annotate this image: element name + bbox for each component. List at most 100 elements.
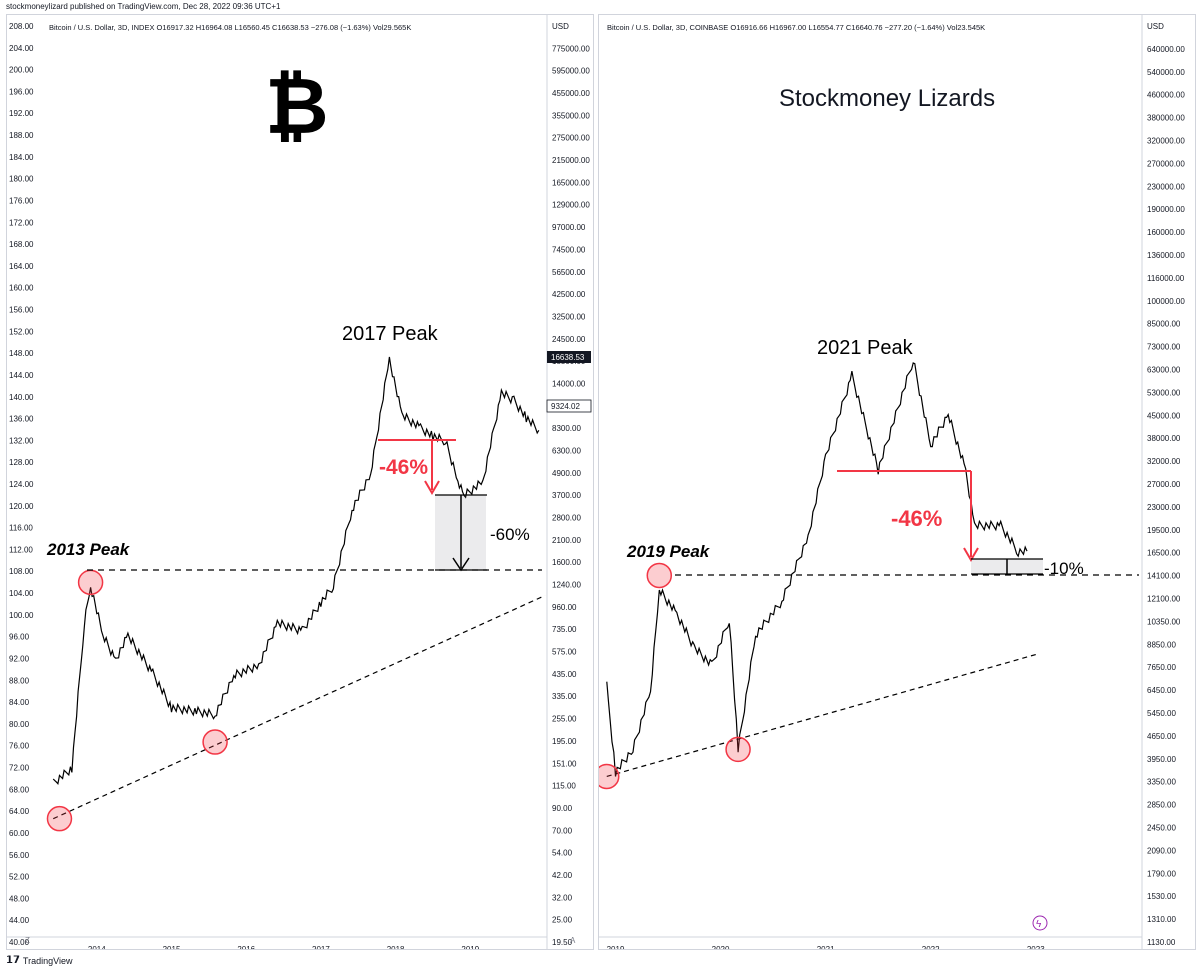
left-axis-tick: 152.00 — [9, 327, 34, 336]
left-axis-tick: 112.00 — [9, 545, 33, 554]
x-axis-tick: 2022 — [922, 945, 940, 949]
left-axis-tick: 140.00 — [9, 393, 34, 402]
left-axis-tick: 184.00 — [9, 153, 34, 162]
right-axis-tick: 27000.00 — [1147, 480, 1181, 489]
right-axis-tick: 1130.00 — [1147, 938, 1176, 947]
right-axis-tick: 16500.00 — [1147, 549, 1181, 558]
left-chart[interactable]: USD 775000.00 595000.00 455000.00 355000.00 2… — [7, 15, 593, 949]
left-chart-panel[interactable]: Bitcoin / U.S. Dollar, 3D, INDEX O16917.… — [6, 14, 594, 950]
left-axis-tick: 172.00 — [9, 218, 34, 227]
left-axis-tick: 116.00 — [9, 524, 33, 533]
right-axis-tick: 3700.00 — [552, 491, 581, 500]
right-axis-tick: 2800.00 — [552, 514, 581, 523]
right-axis-tick: 6450.00 — [1147, 686, 1176, 695]
right-axis-tick: 1790.00 — [1147, 869, 1176, 878]
right-axis-tick: USD — [552, 22, 569, 31]
right-axis-tick: 3950.00 — [1147, 755, 1176, 764]
lightning-glyph: ϟ — [1036, 919, 1042, 930]
right-axis-tick: 56500.00 — [552, 268, 586, 277]
right-axis-tick: 14100.00 — [1147, 572, 1181, 581]
x-axis-tick: 2015 — [163, 945, 181, 949]
drop-arrow-head — [963, 547, 979, 562]
right-axis-tick: 2850.00 — [1147, 801, 1176, 810]
marker-price-box — [546, 399, 592, 413]
right-axis-tick: 14000.00 — [552, 379, 586, 388]
right-chart[interactable]: USD 640000.00 540000.00 460000.00 380000.00 3… — [599, 15, 1195, 949]
left-axis-tick: 40.00 — [9, 938, 30, 947]
left-axis-tick: 52.00 — [9, 873, 30, 882]
right-axis-tick: 575.00 — [552, 648, 577, 657]
pivot-circle — [46, 805, 73, 832]
pivot-circle — [646, 562, 673, 589]
right-axis-tick: 4900.00 — [552, 469, 581, 478]
right-axis-tick: 255.00 — [552, 715, 577, 724]
right-axis-tick: 151.00 — [552, 759, 577, 768]
right-chart-panel[interactable]: Bitcoin / U.S. Dollar, 3D, COINBASE O169… — [598, 14, 1196, 950]
left-axis-tick: 68.00 — [9, 785, 30, 794]
bitcoin-logo-icon: ₿ — [265, 62, 329, 150]
right-axis-tick: 960.00 — [552, 603, 577, 612]
right-axis-tick: 115.00 — [552, 782, 576, 791]
drop-label-46: -46% — [891, 506, 942, 531]
right-axis-tick: 73000.00 — [1147, 343, 1181, 352]
peak-label-2013: 2013 Peak — [46, 540, 131, 559]
left-ohlc-legend: Bitcoin / U.S. Dollar, 3D, INDEX O16917.… — [49, 23, 412, 32]
right-axis-tick: 335.00 — [552, 692, 577, 701]
support-trendline — [52, 594, 546, 820]
support-trendline — [606, 653, 1036, 778]
footer[interactable]: 𝟭𝟳 TradingView — [6, 955, 72, 966]
right-axis-tick: 23000.00 — [1147, 503, 1181, 512]
left-axis-tick: 64.00 — [9, 807, 30, 816]
right-axis-tick: 70.00 — [552, 826, 573, 835]
right-axis-tick: 320000.00 — [1147, 137, 1185, 146]
x-axis-tick: 2019 — [607, 945, 625, 949]
axis-corner-right: A — [570, 936, 576, 945]
right-axis-tick: 1530.00 — [1147, 892, 1176, 901]
right-axis-tick: 735.00 — [552, 625, 577, 634]
left-axis-tick: 156.00 — [9, 306, 34, 315]
right-axis-tick: 136000.00 — [1147, 251, 1185, 260]
right-axis-tick: 230000.00 — [1147, 182, 1185, 191]
right-axis-tick: 640000.00 — [1147, 45, 1185, 54]
right-axis-tick: 116000.00 — [1147, 274, 1185, 283]
drop-arrow-head — [424, 480, 440, 495]
left-axis-tick: 72.00 — [9, 764, 30, 773]
right-axis-tick: 42500.00 — [552, 290, 586, 299]
right-axis-tick: 5450.00 — [1147, 709, 1176, 718]
left-axis-tick: 192.00 — [9, 109, 34, 118]
left-axis-tick: 188.00 — [9, 131, 34, 140]
right-axis-tick: 270000.00 — [1147, 159, 1185, 168]
left-axis-tick: 132.00 — [9, 436, 34, 445]
right-axis-tick: 19.50 — [552, 938, 573, 947]
right-axis-tick: 100000.00 — [1147, 297, 1185, 306]
right-axis-tick: USD — [1147, 22, 1164, 31]
right-axis-tick: 165000.00 — [552, 178, 590, 187]
tradingview-logo-icon: 𝟭𝟳 — [6, 955, 20, 966]
left-axis-tick: 164.00 — [9, 262, 34, 271]
drop-label-10: -10% — [1044, 559, 1084, 578]
right-axis-tick: 32000.00 — [1147, 457, 1181, 466]
footer-brand: TradingView — [22, 955, 73, 966]
range-arrow-head — [452, 557, 470, 572]
drop-label-46: -46% — [379, 456, 428, 479]
right-axis-tick: 355000.00 — [552, 111, 590, 120]
left-axis-tick: 48.00 — [9, 894, 30, 903]
last-price-box — [547, 351, 591, 363]
right-axis-tick: 435.00 — [552, 670, 577, 679]
right-axis-tick: 1600.00 — [552, 558, 581, 567]
right-axis-tick: 10350.00 — [1147, 617, 1181, 626]
pivot-circle — [77, 569, 104, 596]
publish-info: stockmoneylizard published on TradingVie… — [6, 2, 281, 11]
right-axis-tick: 7650.00 — [1147, 663, 1176, 672]
left-axis-tick: 96.00 — [9, 633, 30, 642]
drop-label-60: -60% — [490, 525, 530, 544]
left-axis-tick: 56.00 — [9, 851, 30, 860]
right-axis-tick: 90.00 — [552, 804, 573, 813]
left-axis-tick: 168.00 — [9, 240, 34, 249]
right-axis-tick: 42.00 — [552, 871, 573, 880]
pivot-circle — [202, 729, 228, 755]
left-axis-tick: 160.00 — [9, 284, 34, 293]
left-axis-tick: 104.00 — [9, 589, 34, 598]
right-axis-tick: 8850.00 — [1147, 640, 1176, 649]
right-axis-tick: 455000.00 — [552, 89, 590, 98]
